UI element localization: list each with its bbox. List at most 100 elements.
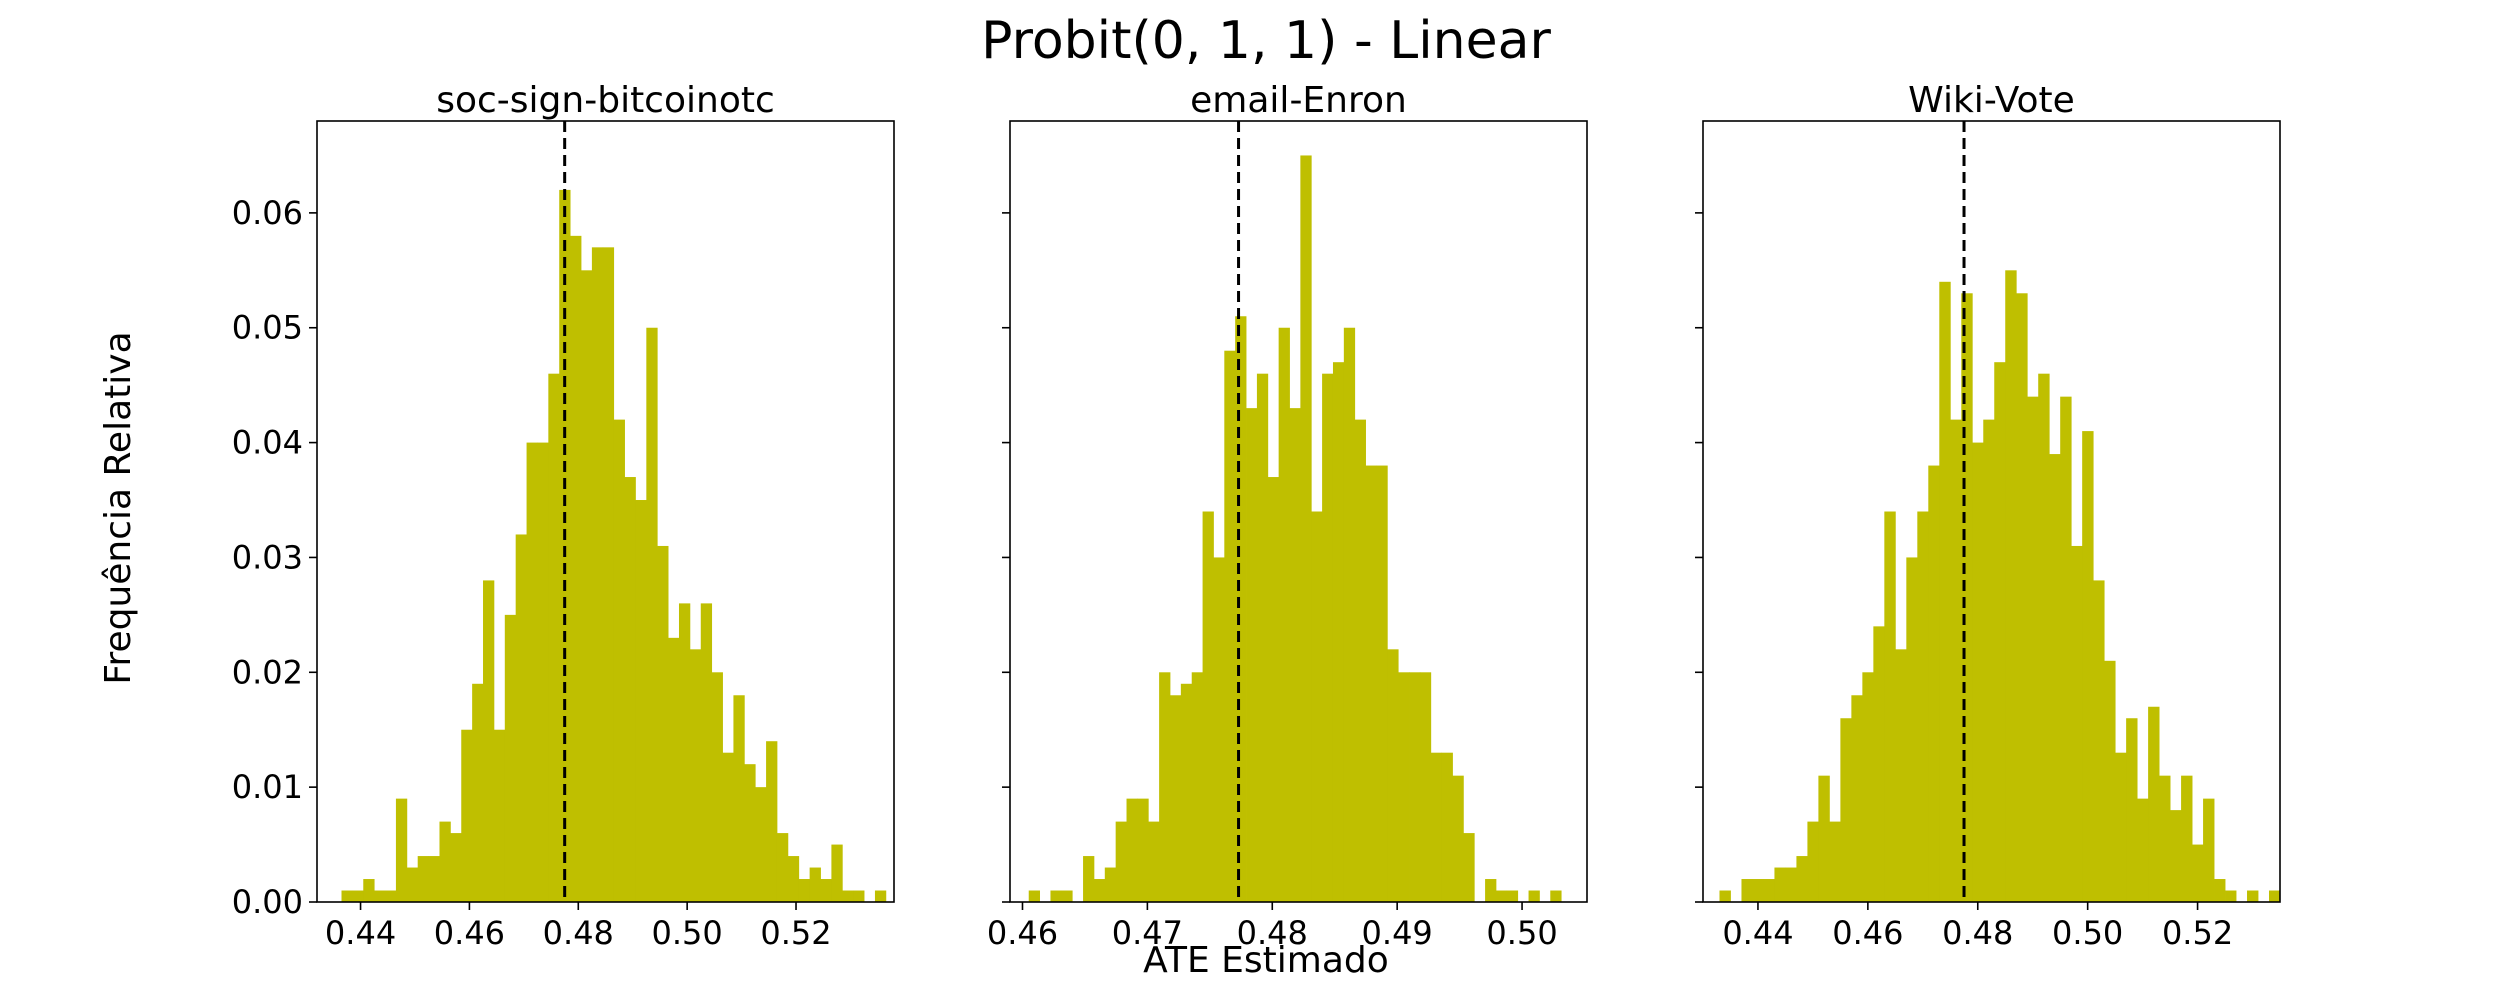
histogram-bar bbox=[1928, 465, 1940, 902]
histogram-bar bbox=[1213, 557, 1225, 902]
histogram-bar bbox=[744, 764, 756, 902]
histogram-bar bbox=[2192, 844, 2204, 902]
x-tick-label: 0.48 bbox=[1237, 914, 1308, 952]
histogram-bar bbox=[417, 856, 429, 902]
histogram-bar bbox=[1884, 511, 1896, 902]
histogram-bar bbox=[1398, 672, 1410, 902]
histogram-bar bbox=[1137, 798, 1149, 902]
histogram-bar bbox=[2181, 775, 2193, 902]
histogram-bar bbox=[1115, 821, 1127, 902]
axes-frame bbox=[1009, 120, 1588, 903]
histogram-bar bbox=[1972, 442, 1984, 902]
histogram-bar bbox=[406, 867, 419, 902]
histogram-bar bbox=[2225, 890, 2237, 902]
x-tick-label: 0.46 bbox=[1832, 914, 1903, 952]
histogram-bar bbox=[428, 856, 440, 902]
y-tick-label: 0.06 bbox=[232, 194, 303, 232]
histogram-bar bbox=[483, 580, 495, 902]
histogram-bar bbox=[1785, 867, 1797, 902]
histogram-bar bbox=[341, 890, 353, 902]
panel-title: soc-sign-bitcoinotc bbox=[436, 80, 775, 121]
histogram-bar bbox=[1752, 879, 1764, 902]
y-tick-label: 0.03 bbox=[232, 538, 303, 576]
histogram-bar bbox=[363, 879, 375, 902]
y-tick-label: 0.04 bbox=[232, 424, 303, 462]
histogram-bar bbox=[2104, 660, 2116, 902]
histogram-bar bbox=[2137, 798, 2149, 902]
histogram-bar bbox=[1550, 890, 1562, 902]
histogram-bar bbox=[776, 833, 789, 902]
histogram-bar bbox=[1430, 752, 1443, 902]
x-tick-label: 0.47 bbox=[1112, 914, 1183, 952]
histogram-bar bbox=[798, 879, 811, 902]
histogram-bar bbox=[2038, 373, 2050, 902]
histogram-bar bbox=[1528, 890, 1540, 902]
histogram-bar bbox=[2060, 396, 2072, 902]
histogram-bar bbox=[722, 752, 734, 902]
histogram-bar bbox=[635, 500, 647, 902]
histogram-bar bbox=[755, 787, 767, 902]
x-tick-label: 0.46 bbox=[434, 914, 505, 952]
x-axis-label: ATE Estimado bbox=[1143, 940, 1389, 981]
histogram-bar bbox=[613, 419, 625, 902]
histogram-bar bbox=[2049, 454, 2061, 902]
histogram-bar bbox=[395, 798, 408, 902]
histogram-bar bbox=[385, 890, 397, 902]
x-tick-label: 0.52 bbox=[760, 914, 831, 952]
histogram-bar bbox=[1224, 350, 1236, 903]
histogram-bar bbox=[689, 649, 702, 902]
histogram-bar bbox=[1495, 890, 1508, 902]
histogram-bar bbox=[1061, 890, 1073, 902]
histogram-bar bbox=[874, 890, 887, 902]
panel-2: email-Enron 0.46 0.47 0.48 0.49 0.50 bbox=[987, 80, 1588, 952]
histogram-bar bbox=[1050, 890, 1062, 902]
histogram-bar bbox=[1300, 155, 1312, 902]
histogram-bar bbox=[1322, 373, 1334, 902]
histogram-bar bbox=[733, 695, 745, 902]
axes-frame bbox=[316, 120, 895, 903]
histogram-bar bbox=[1463, 833, 1475, 902]
histogram-bar bbox=[1862, 672, 1874, 902]
y-tick-label: 0.05 bbox=[232, 309, 303, 347]
histogram-bar bbox=[472, 683, 484, 902]
histogram-bar bbox=[1256, 373, 1269, 902]
histogram-bar bbox=[1159, 672, 1171, 902]
x-tick-label: 0.48 bbox=[1942, 914, 2013, 952]
histogram-bar bbox=[1719, 890, 1731, 902]
x-tick-label: 0.50 bbox=[2052, 914, 2123, 952]
histogram-bar bbox=[1202, 511, 1214, 902]
panel-1: soc-sign-bitcoinotc 0.44 0.46 0.48 0.50 0.52 0… bbox=[232, 80, 895, 952]
x-tick-label: 0.50 bbox=[652, 914, 723, 952]
histogram-bar bbox=[1485, 879, 1497, 902]
histogram-bar bbox=[1311, 511, 1323, 902]
x-tick-label: 0.44 bbox=[1722, 914, 1793, 952]
histogram-bar bbox=[1441, 752, 1453, 902]
histogram-bar bbox=[1148, 821, 1160, 902]
histogram-bar bbox=[2082, 431, 2094, 902]
histogram-bar bbox=[2016, 293, 2028, 902]
histogram-bar bbox=[1961, 293, 1973, 902]
histogram-bar bbox=[374, 890, 386, 902]
histogram-bar bbox=[787, 856, 800, 902]
histogram-bar bbox=[2203, 798, 2215, 902]
histogram-bar bbox=[1895, 649, 1907, 902]
histogram-bar bbox=[1387, 649, 1399, 902]
histogram-bar bbox=[450, 833, 462, 902]
x-tick-label: 0.50 bbox=[1486, 914, 1557, 952]
y-tick-label: 0.00 bbox=[232, 883, 303, 921]
histogram-bar bbox=[842, 890, 854, 902]
histogram-bar bbox=[1235, 316, 1247, 902]
y-axis-label: Frequência Relativa bbox=[98, 331, 139, 684]
x-tick-label: 0.52 bbox=[2162, 914, 2233, 952]
axes-frame bbox=[1702, 120, 2281, 903]
histogram-bar bbox=[1994, 362, 2006, 902]
histogram-bar bbox=[515, 534, 527, 902]
histogram-bar bbox=[1191, 672, 1203, 902]
histogram-bar bbox=[766, 741, 778, 902]
histogram-bar bbox=[2148, 706, 2160, 902]
histogram-bar bbox=[2093, 580, 2105, 902]
histogram-bar bbox=[1246, 408, 1258, 902]
histogram-bar bbox=[678, 603, 691, 902]
histogram-bar bbox=[700, 603, 713, 902]
